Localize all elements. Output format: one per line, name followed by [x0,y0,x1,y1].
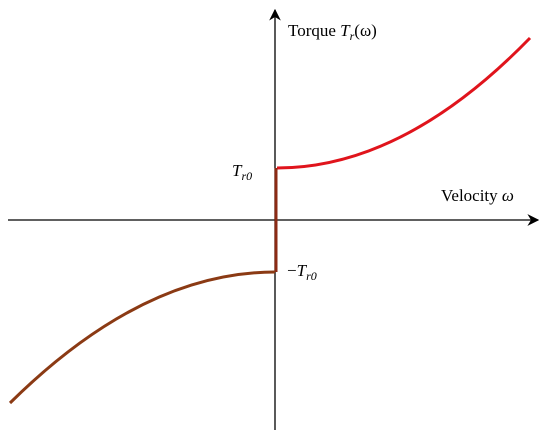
label-part: T [340,21,351,40]
label-part: Torque [288,21,336,40]
label-part: r0 [306,269,317,283]
label-part: ω [502,186,514,205]
label-part: T [232,161,243,180]
label-part: − [287,261,297,280]
positive-curve [276,36,532,170]
x-axis-label: Velocity ω [441,186,514,205]
negative-level-label: −Tr0 [287,261,317,283]
label-part: Velocity [441,186,498,205]
y-axis-label: Torque Tr(ω) [288,21,377,43]
label-part: r0 [241,169,252,183]
positive-level-label: Tr0 [232,161,252,183]
label-part: r [350,29,355,43]
negative-curve [8,270,276,405]
label-part: (ω) [354,21,377,40]
label-part: T [297,261,308,280]
